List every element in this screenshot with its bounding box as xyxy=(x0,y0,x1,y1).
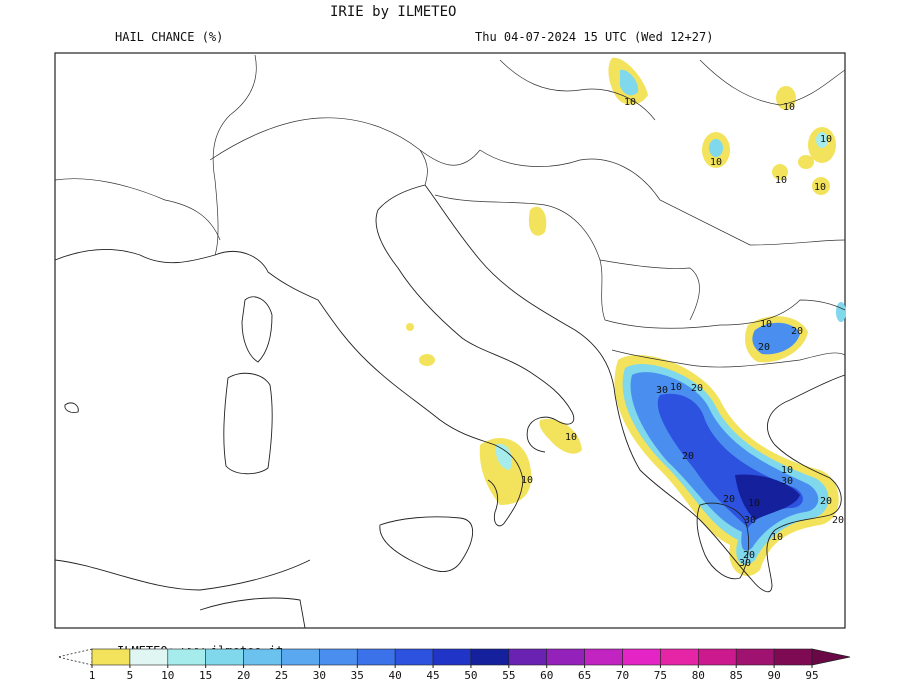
colorbar-box xyxy=(394,648,434,666)
colorbar-box xyxy=(584,648,623,666)
colorbar-tick-label: 80 xyxy=(692,669,705,682)
contour-label: 20 xyxy=(791,326,803,337)
contour-label: 30 xyxy=(781,476,793,487)
contour-label: 20 xyxy=(758,342,770,353)
colorbar-tick-label: 30 xyxy=(313,669,326,682)
coastlines xyxy=(54,184,846,629)
colorbar-box xyxy=(622,648,661,666)
colorbar-tick-label: 10 xyxy=(161,669,174,682)
contour-label: 10 xyxy=(814,182,826,193)
hail-shading xyxy=(406,57,846,576)
colorbar-box xyxy=(356,648,396,666)
colorbar-tick-label: 55 xyxy=(502,669,515,682)
colorbar-under xyxy=(57,648,93,666)
colorbar-box xyxy=(205,648,244,666)
contour-label: 10 xyxy=(760,319,772,330)
contour-label: 10 xyxy=(710,157,722,168)
contour-label: 20 xyxy=(832,515,844,526)
contour-label: 10 xyxy=(775,175,787,186)
colorbar-box xyxy=(281,648,320,666)
colorbar-tick-label: 85 xyxy=(730,669,743,682)
contour-label: 10 xyxy=(521,475,533,486)
title: IRIE by ILMETEO xyxy=(330,4,456,20)
colorbar-tick-label: 35 xyxy=(351,669,364,682)
colorbar-over xyxy=(811,648,851,666)
colorbar-box xyxy=(319,648,358,666)
contour-label: 10 xyxy=(565,432,577,443)
colorbar-box xyxy=(167,648,206,666)
contour-label: 10 xyxy=(670,382,682,393)
contour-label: 30 xyxy=(656,385,668,396)
contour-label: 10 xyxy=(783,102,795,113)
colorbar-box xyxy=(91,648,131,666)
colorbar-tick-label: 70 xyxy=(616,669,629,682)
contour-label: 30 xyxy=(744,515,756,526)
colorbar-tick-label: 45 xyxy=(426,669,439,682)
contour-label: 10 xyxy=(820,134,832,145)
colorbar-tick-label: 60 xyxy=(540,669,553,682)
colorbar-box xyxy=(660,648,699,666)
colorbar-box xyxy=(773,648,813,666)
contour-label: 10 xyxy=(748,498,760,509)
colorbar-tick-label: 75 xyxy=(654,669,667,682)
colorbar-box xyxy=(129,648,169,666)
colorbar-box xyxy=(243,648,282,666)
contour-label: 10 xyxy=(624,97,636,108)
colorbar-tick-label: 95 xyxy=(805,669,818,682)
colorbar-tick-label: 65 xyxy=(578,669,591,682)
contour-label: 20 xyxy=(723,494,735,505)
contour-label: 20 xyxy=(820,496,832,507)
colorbar: 1 5 10 15 20 25 30 35 40 45 50 55 60 65 70 75 80 85 90 95 xyxy=(57,648,851,682)
product-label: HAIL CHANCE (%) xyxy=(115,30,223,44)
valid-time: Thu 04-07-2024 15 UTC (Wed 12+27) xyxy=(475,30,713,44)
colorbar-box xyxy=(508,648,548,666)
colorbar-box xyxy=(735,648,775,666)
contour-label: 10 xyxy=(771,532,783,543)
contour-label: 20 xyxy=(743,550,755,561)
colorbar-tick-label: 15 xyxy=(199,669,212,682)
colorbar-tick-label: 40 xyxy=(389,669,402,682)
colorbar-tick-label: 1 xyxy=(89,669,96,682)
colorbar-tick-label: 25 xyxy=(275,669,288,682)
colorbar-tick-label: 90 xyxy=(767,669,780,682)
colorbar-tick-label: 5 xyxy=(127,669,134,682)
contour-label: 30 xyxy=(739,558,751,569)
colorbar-tick-label: 20 xyxy=(237,669,250,682)
contour-label: 20 xyxy=(691,383,703,394)
borders xyxy=(54,54,846,368)
colorbar-box xyxy=(432,648,472,666)
contour-label: 20 xyxy=(682,451,694,462)
colorbar-box xyxy=(546,648,585,666)
colorbar-tick-label: 50 xyxy=(464,669,477,682)
colorbar-box xyxy=(698,648,737,666)
colorbar-box xyxy=(470,648,510,666)
contour-label: 10 xyxy=(781,465,793,476)
